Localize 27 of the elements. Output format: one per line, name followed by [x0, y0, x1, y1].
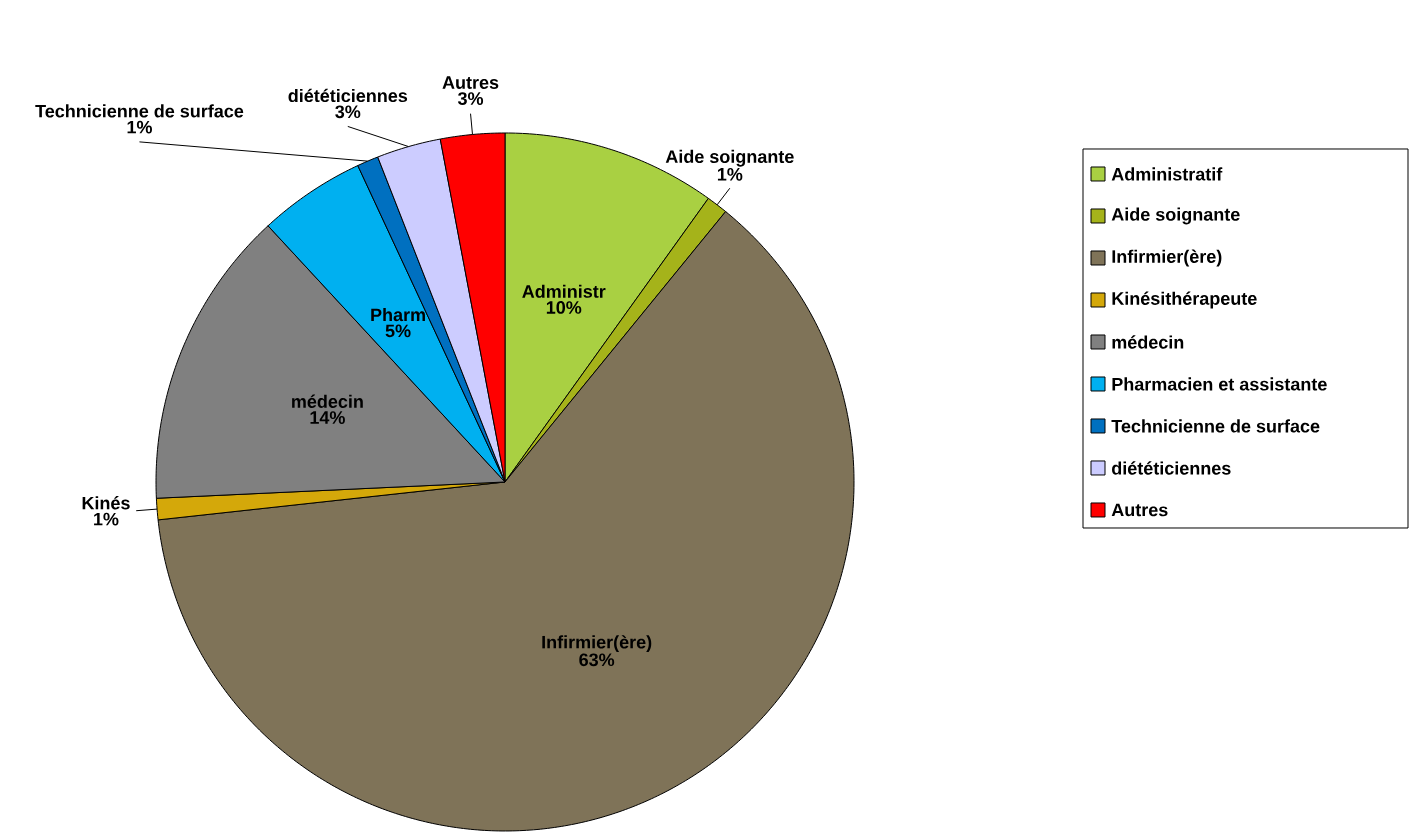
data-label: 63%	[579, 653, 615, 667]
data-label: 1%	[717, 167, 743, 181]
text: Administr	[522, 284, 606, 298]
text: Infirmier(ère)	[542, 635, 652, 653]
legend-label: médecin	[1112, 335, 1184, 349]
data-label: 5%	[385, 324, 411, 338]
text: Kinés	[82, 496, 130, 510]
data-label: 14%	[310, 411, 345, 424]
text: Aide soignante	[665, 149, 794, 167]
legend-label: Autres	[1111, 503, 1168, 517]
text: Autres	[442, 76, 499, 89]
data-label: 3%	[457, 92, 484, 105]
data-label: 3%	[335, 105, 361, 119]
text: médecin	[292, 394, 363, 408]
legend-label: Aide soignante	[1111, 207, 1240, 225]
text: diététiciennes	[288, 88, 408, 103]
data-label: 1%	[94, 512, 119, 526]
legend-label: Pharmacien et assistante	[1112, 377, 1327, 391]
data-label: 1%	[127, 120, 152, 134]
legend-label: Technicienne de surface	[1111, 419, 1320, 433]
legend-label: Infirmier(ère)	[1112, 249, 1222, 267]
legend-label: Kinésithérapeute	[1112, 291, 1257, 309]
legend-label: diététiciennes	[1112, 461, 1231, 475]
text: Technicienne de surface	[35, 104, 244, 118]
legend-label: Administratif	[1111, 167, 1223, 181]
text: Pharm	[371, 307, 425, 322]
data-label: 10%	[546, 301, 582, 314]
